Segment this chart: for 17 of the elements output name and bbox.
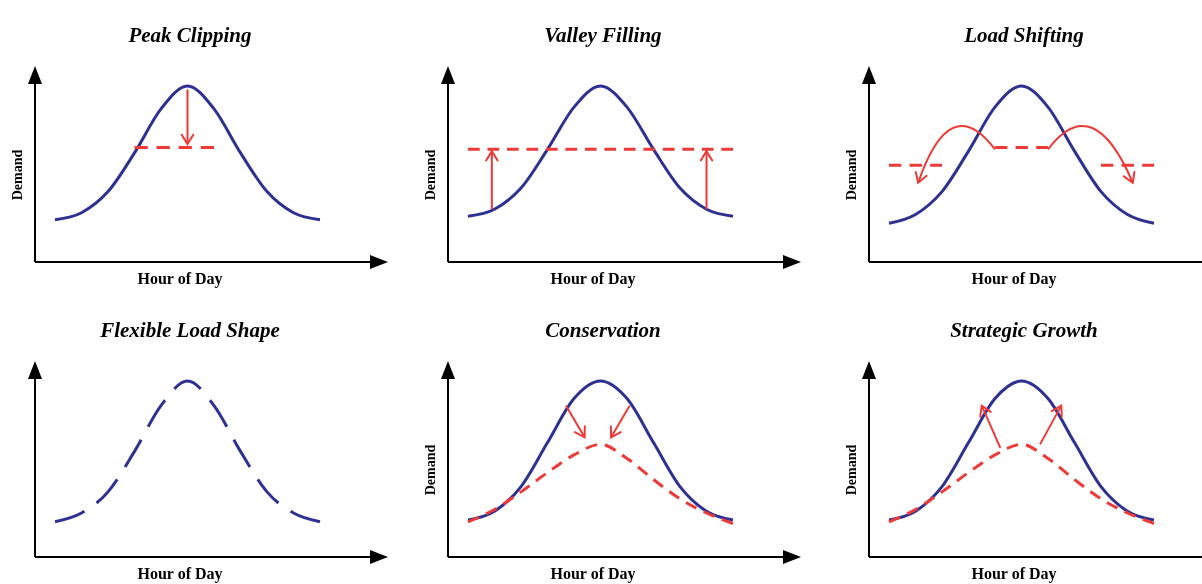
chart-title: Peak Clipping (127, 23, 252, 47)
x-axis-title: Hour of Day (550, 270, 636, 288)
x-axis-title: Hour of Day (550, 565, 636, 583)
x-axis-title: Hour of Day (137, 270, 223, 288)
x-axis-title: Hour of Day (971, 565, 1057, 583)
y-axis-title: Demand (844, 149, 859, 201)
chart-title: Strategic Growth (950, 318, 1098, 342)
chart-title: Valley Filling (544, 23, 662, 47)
x-axis-title: Hour of Day (971, 270, 1057, 288)
y-axis-title: Demand (844, 444, 859, 496)
chart-title: Flexible Load Shape (99, 318, 280, 342)
chart-title: Conservation (545, 318, 661, 342)
y-axis-title: Demand (423, 444, 438, 496)
x-axis-title: Hour of Day (137, 565, 223, 583)
y-axis-title: Demand (10, 149, 25, 201)
chart-title: Load Shifting (963, 23, 1084, 47)
y-axis-title: Demand (423, 149, 438, 201)
